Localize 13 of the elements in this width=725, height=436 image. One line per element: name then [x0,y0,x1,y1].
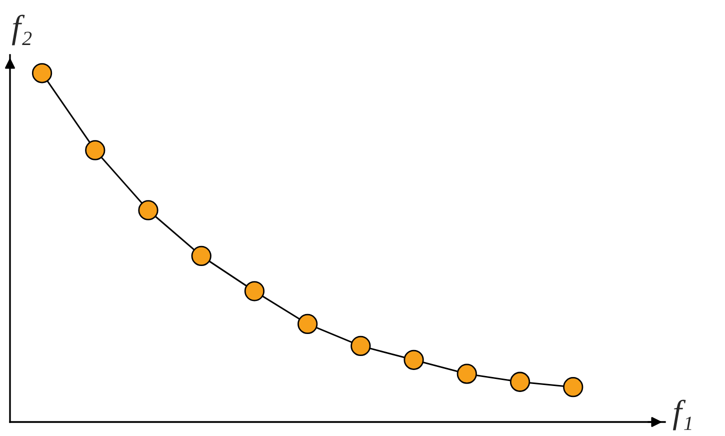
point [350,336,371,356]
point [563,377,584,398]
point [191,246,212,266]
y-axis-title: f₂ [12,14,32,46]
x-axis-title: f₁ [672,400,692,430]
point [138,200,158,220]
point [85,140,106,160]
point [244,281,265,302]
point [456,364,477,384]
point [298,314,318,334]
point [32,63,52,84]
point [404,350,424,370]
point [510,372,530,392]
